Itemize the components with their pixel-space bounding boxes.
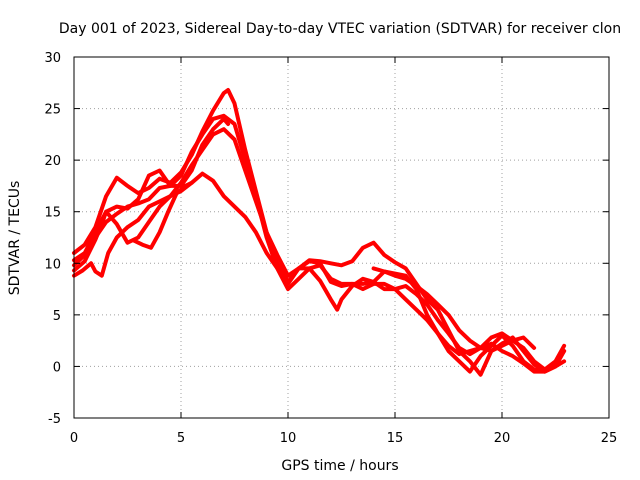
y-tick-label: 30	[44, 51, 61, 66]
series-line-track-2	[72, 113, 567, 372]
series-line-track-1	[72, 88, 567, 377]
y-tick-label: 25	[44, 103, 61, 118]
chart-title: Day 001 of 2023, Sidereal Day-to-day VTE…	[59, 21, 621, 37]
x-tick-label: 15	[387, 431, 404, 446]
plot-frame	[73, 56, 610, 419]
series-layer	[72, 88, 567, 377]
x-tick-label: 10	[280, 431, 297, 446]
x-axis-label: GPS time / hours	[281, 458, 398, 474]
x-tick-label: 20	[494, 431, 511, 446]
y-tick-label: 20	[44, 154, 61, 169]
y-tick-label: 5	[53, 309, 61, 324]
x-tick-label: 25	[601, 431, 618, 446]
series-line-track-3	[72, 127, 567, 374]
ticks: 0 5 10 15 20 25 -5 0 5 10 15 20 25 30	[44, 51, 617, 446]
y-tick-label: -5	[48, 412, 61, 427]
x-tick-label: 5	[177, 431, 185, 446]
y-tick-label: 10	[44, 257, 61, 272]
series-line-track-6	[131, 180, 194, 250]
series-line-track-5	[72, 116, 231, 268]
x-tick-label: 0	[70, 431, 78, 446]
y-axis-label: SDTVAR / TECUs	[7, 181, 23, 296]
y-tick-label: 0	[53, 360, 61, 375]
y-tick-label: 15	[44, 206, 61, 221]
series-line-track-7	[371, 266, 537, 353]
grid	[74, 57, 609, 418]
series-line-track-4	[72, 171, 567, 374]
